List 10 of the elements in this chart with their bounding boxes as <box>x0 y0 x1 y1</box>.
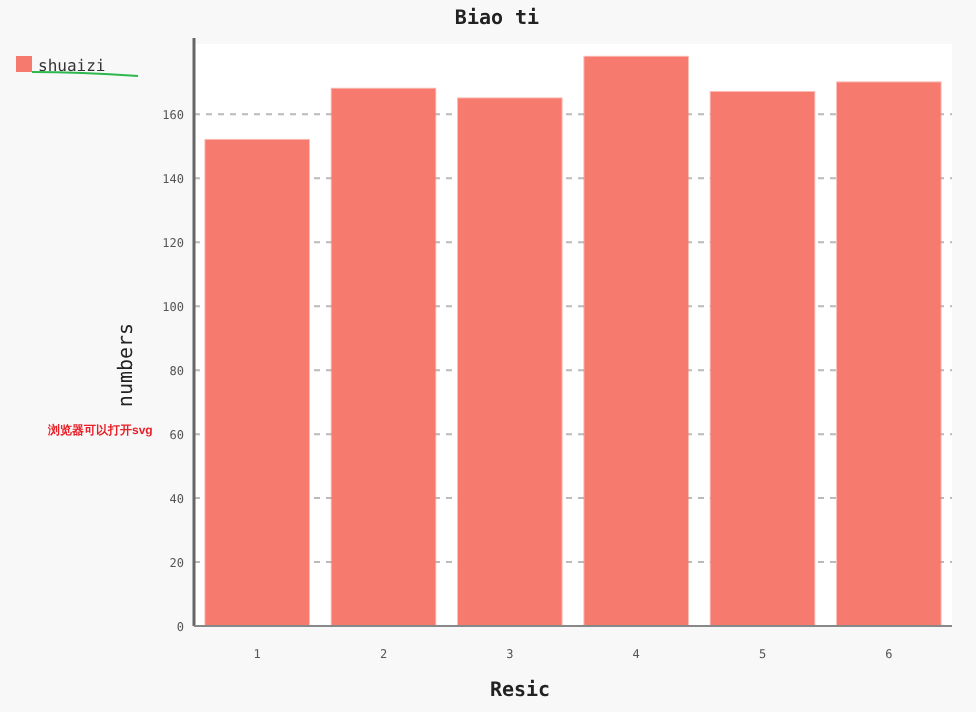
bar <box>583 55 689 627</box>
legend-label: shuaizi <box>38 57 106 75</box>
bar <box>204 138 310 627</box>
bar <box>457 97 563 627</box>
bar <box>709 90 816 627</box>
y-axis-title: numbers <box>116 322 138 408</box>
x-axis-title: Resic <box>489 678 551 702</box>
bar <box>836 81 942 627</box>
bar <box>330 87 437 627</box>
chart-title: Biao ti <box>454 6 540 30</box>
